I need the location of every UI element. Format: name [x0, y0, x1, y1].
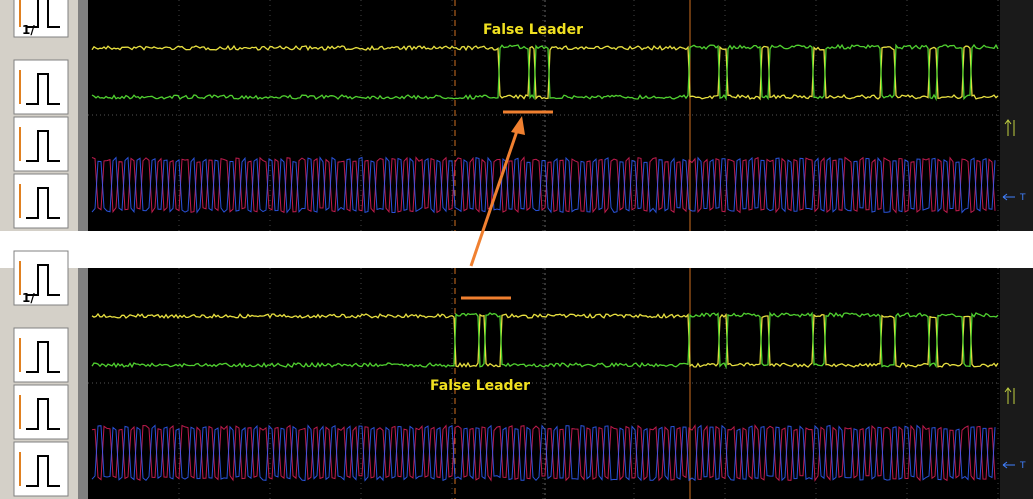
trigger-label: T: [1019, 193, 1026, 203]
scope-screenshot: 1/T False Leader 1/T False Leader: [0, 0, 1033, 499]
tool-button: [14, 442, 68, 496]
scope-panel: 1/T False Leader: [0, 251, 1033, 499]
right-strip: [1000, 268, 1033, 499]
tool-label: 1/: [22, 291, 35, 305]
annotation: False Leader: [483, 22, 583, 38]
tool-button: [14, 60, 68, 114]
tool-button: [14, 174, 68, 228]
tool-label: 1/: [22, 23, 35, 37]
tool-button: [14, 117, 68, 171]
toolbar-edge: [78, 0, 88, 231]
right-strip: [1000, 0, 1033, 231]
trigger-label: T: [1019, 461, 1026, 471]
scope-panel: 1/T False Leader: [0, 0, 1033, 231]
toolbar-edge: [78, 268, 88, 499]
annotation: False Leader: [430, 378, 530, 394]
tool-button: [14, 385, 68, 439]
tool-button: [14, 328, 68, 382]
